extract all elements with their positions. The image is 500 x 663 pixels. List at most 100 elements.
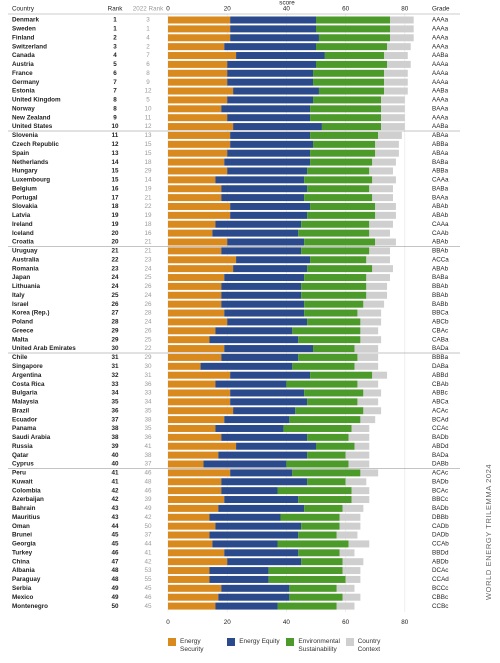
bar-segment xyxy=(168,229,213,237)
bar-segment xyxy=(212,540,278,548)
bar-segment xyxy=(215,602,278,610)
x-tick-label-top: 20 xyxy=(224,6,232,13)
country-label: Bahrain xyxy=(12,505,36,512)
rank-2022: 8 xyxy=(146,70,150,77)
rank-2022: 21 xyxy=(144,194,152,201)
bar-segment xyxy=(339,549,355,557)
bar-segment xyxy=(307,433,349,441)
grade: ABAb xyxy=(432,265,449,272)
grade: ABBa xyxy=(432,168,449,175)
rank-2022: 12 xyxy=(144,88,152,95)
bar-segment xyxy=(224,158,311,166)
grade: ABAa xyxy=(432,132,449,139)
rank-2022: 26 xyxy=(144,301,152,308)
header-grade: Grade xyxy=(432,6,450,13)
bar-segment xyxy=(304,504,343,512)
bar-segment xyxy=(221,185,308,193)
bar-segment xyxy=(321,123,382,131)
grade: BAAa xyxy=(432,194,449,201)
rank: 7 xyxy=(113,79,117,86)
bar-segment xyxy=(313,69,385,77)
bar-segment xyxy=(230,202,311,210)
bar-segment xyxy=(224,416,290,424)
bar-segment xyxy=(298,531,337,539)
bar-segment xyxy=(236,442,316,450)
bar-segment xyxy=(298,353,358,361)
bar-segment xyxy=(381,123,405,131)
bar-segment xyxy=(348,433,370,441)
rank-2022: 48 xyxy=(144,478,152,485)
bar-segment xyxy=(336,602,355,610)
country-label: Kuwait xyxy=(12,478,34,485)
country-label: Peru xyxy=(12,470,26,477)
bar-segment xyxy=(230,371,311,379)
grade: BBAb xyxy=(432,283,449,290)
bar-segment xyxy=(230,34,319,42)
bar-segment xyxy=(168,549,225,557)
rank: 1 xyxy=(113,17,117,24)
country-label: Brunei xyxy=(12,532,32,539)
grade: AABa xyxy=(432,123,449,130)
bar-segment xyxy=(310,371,373,379)
country-label: Azerbaijan xyxy=(12,496,44,503)
bar-segment xyxy=(301,220,370,228)
bar-segment xyxy=(375,238,396,246)
bar-segment xyxy=(351,424,370,432)
bar-segment xyxy=(168,274,225,282)
bar-segment xyxy=(168,43,225,51)
rank: 24 xyxy=(111,274,119,281)
bar-segment xyxy=(168,87,234,95)
country-label: Korea (Rep.) xyxy=(12,310,49,317)
rank: 48 xyxy=(111,567,119,574)
country-label: Qatar xyxy=(12,452,29,459)
bar-segment xyxy=(387,43,411,51)
bar-segment xyxy=(221,291,302,299)
bar-segment xyxy=(209,567,269,575)
rank-2022: 46 xyxy=(144,487,152,494)
bar-segment xyxy=(168,353,222,361)
bar-segment xyxy=(381,105,405,113)
country-label: Belgium xyxy=(12,185,37,192)
country-label: Greece xyxy=(12,327,34,334)
country-label: Malta xyxy=(12,336,29,343)
bar-segment xyxy=(354,362,379,370)
bar-segment xyxy=(268,575,346,583)
grade: BBAb xyxy=(432,292,449,299)
bar-segment xyxy=(168,389,231,397)
grade: ABBd xyxy=(432,372,449,379)
grade: BABa xyxy=(432,185,449,192)
country-label: Israel xyxy=(12,301,29,308)
grade: BAAa xyxy=(432,105,449,112)
bar-segment xyxy=(289,593,343,601)
rank-2022: 38 xyxy=(144,452,152,459)
bar-segment xyxy=(168,540,213,548)
bar-segment xyxy=(168,460,204,468)
rank: 29 xyxy=(111,327,119,334)
rank-2022: 24 xyxy=(144,292,152,299)
bar-segment xyxy=(168,345,225,353)
bar-segment xyxy=(233,265,308,273)
country-label: Oman xyxy=(12,523,30,530)
grade: CBAb xyxy=(432,381,449,388)
rank: 11 xyxy=(112,132,119,139)
bar-segment xyxy=(168,176,216,184)
bar-segment xyxy=(268,567,343,575)
grade: CCAd xyxy=(432,576,449,583)
bar-segment xyxy=(168,16,231,24)
bar-segment xyxy=(221,282,302,290)
country-label: Canada xyxy=(12,52,35,59)
country-label: Brazil xyxy=(12,407,29,414)
rank: 28 xyxy=(111,319,119,326)
bar-segment xyxy=(168,567,210,575)
grade: ABAb xyxy=(432,239,449,246)
rank: 29 xyxy=(111,336,119,343)
bar-segment xyxy=(227,69,314,77)
bar-segment xyxy=(168,149,228,157)
country-label: Costa Rica xyxy=(12,381,45,388)
bar-segment xyxy=(168,584,222,592)
country-label: Finland xyxy=(12,34,35,41)
rank: 43 xyxy=(111,505,119,512)
rank-2022: 12 xyxy=(144,123,152,130)
bar-segment xyxy=(363,407,382,415)
